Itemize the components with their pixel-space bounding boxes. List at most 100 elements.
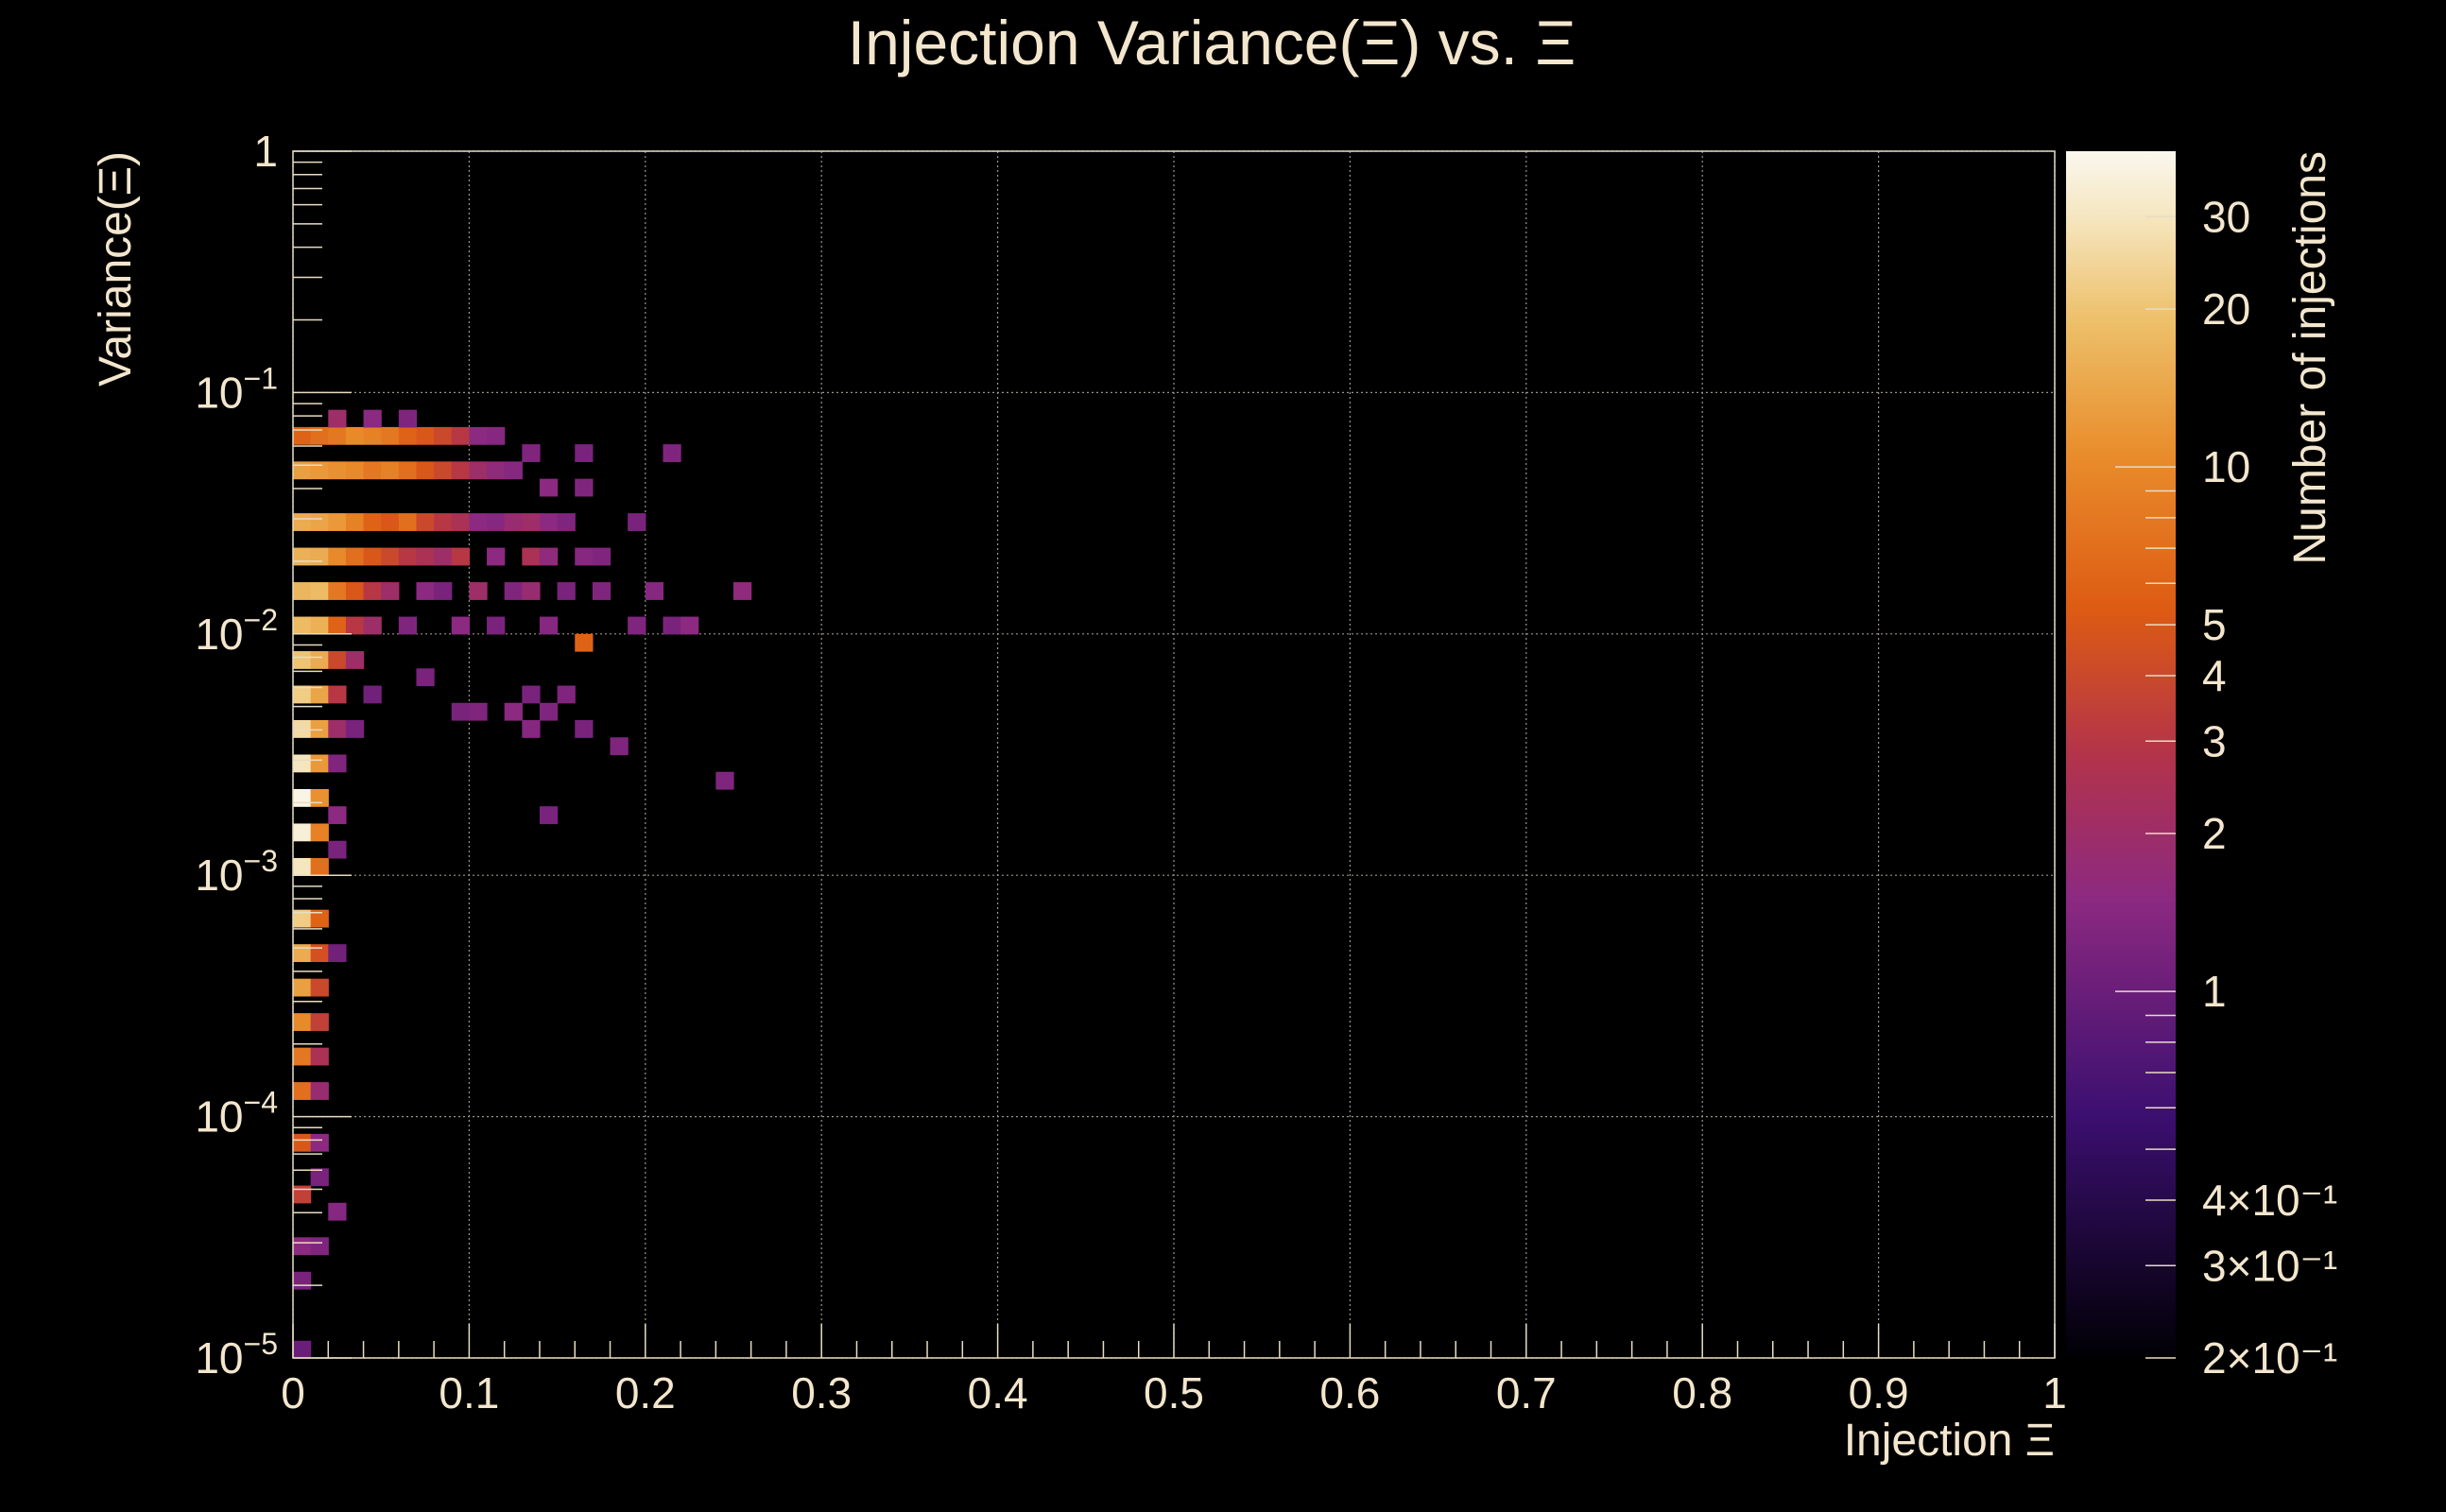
heatmap-cell	[628, 513, 646, 531]
heatmap-cell	[663, 444, 681, 462]
heatmap-cell	[398, 616, 418, 635]
heatmap-cell	[345, 547, 365, 566]
heatmap-cell	[522, 720, 541, 738]
heatmap-cell	[416, 547, 435, 566]
heatmap-cell	[345, 461, 365, 480]
heatmap-cell	[328, 944, 347, 963]
heatmap-cell	[293, 754, 312, 773]
heatmap-cell	[575, 547, 594, 566]
heatmap-cell	[610, 737, 629, 756]
heatmap-cell	[733, 582, 752, 600]
heatmap-cell	[451, 426, 470, 445]
heatmap-cell	[328, 685, 347, 704]
heatmap-cell	[310, 788, 329, 807]
heatmap-cell	[363, 547, 382, 566]
heatmap-cell	[539, 806, 559, 825]
heatmap-cell	[381, 547, 400, 566]
heatmap-cell	[293, 1047, 312, 1066]
x-tick-label: 0	[281, 1368, 305, 1418]
heatmap-cell	[310, 1082, 329, 1100]
heatmap-cell	[293, 1271, 312, 1290]
x-tick-label: 0.7	[1496, 1368, 1557, 1418]
colorbar-tick-label: 1	[2202, 967, 2227, 1016]
heatmap-cell	[504, 461, 523, 480]
heatmap-cell	[398, 547, 418, 566]
heatmap-cell	[504, 513, 523, 531]
heatmap-cell	[363, 582, 382, 600]
heatmap-cell	[293, 1013, 312, 1031]
y-tick-label: 10−5	[195, 1327, 278, 1383]
heatmap-cell	[328, 806, 347, 825]
heatmap-cell	[328, 409, 347, 428]
heatmap-cells	[293, 409, 752, 1358]
heatmap-cell	[451, 461, 470, 480]
heatmap-cell	[293, 616, 312, 635]
heatmap-cell	[680, 616, 699, 635]
heatmap-cell	[363, 426, 382, 445]
colorbar-tick-label: 4×10⁻¹	[2202, 1176, 2337, 1225]
heatmap-cell	[293, 582, 312, 600]
heatmap-cell	[293, 1133, 312, 1152]
heatmap-cell	[487, 461, 506, 480]
heatmap-cell	[293, 788, 312, 807]
heatmap-cell	[451, 702, 470, 721]
heatmap-cell	[416, 582, 435, 600]
x-tick-label: 0.9	[1849, 1368, 1909, 1418]
heatmap-cell	[575, 720, 594, 738]
colorbar-tick-label: 10	[2202, 442, 2250, 491]
heatmap-cell	[345, 720, 365, 738]
heatmap-cell	[293, 857, 312, 876]
heatmap-cell	[293, 685, 312, 704]
y-tick-label: 10−4	[195, 1086, 278, 1142]
heatmap-cell	[293, 944, 312, 963]
heatmap-cell	[328, 616, 347, 635]
heatmap-cell	[557, 513, 576, 531]
y-tick-label: 1	[253, 127, 278, 176]
heatmap-cell	[363, 513, 382, 531]
heatmap-cell	[345, 513, 365, 531]
x-tick-label: 0.5	[1144, 1368, 1204, 1418]
heatmap-cell	[469, 513, 488, 531]
heatmap-cell	[363, 685, 382, 704]
heatmap-cell	[345, 651, 365, 669]
heatmap-cell	[469, 702, 488, 721]
heatmap-cell	[398, 461, 418, 480]
heatmap-cell	[381, 513, 400, 531]
heatmap-cell	[469, 426, 488, 445]
heatmap-cell	[575, 478, 594, 497]
heatmap-cell	[310, 513, 329, 531]
heatmap-cell	[328, 426, 347, 445]
heatmap-cell	[539, 513, 559, 531]
grid-lines	[292, 150, 2056, 1359]
heatmap-cell	[381, 461, 400, 480]
y-axis-ticks: 1 10−1 10−2 10−3 10−4 10−5	[195, 127, 352, 1383]
heatmap-cell	[345, 426, 365, 445]
x-axis-ticks: 0 0.1 0.2 0.3 0.4 0.5 0.6 0.7 0.8 0.9 1	[281, 1324, 2067, 1418]
heatmap-cell	[310, 944, 329, 963]
heatmap-cell	[310, 685, 329, 704]
heatmap-cell	[434, 461, 453, 480]
y-axis-label: Variance(Ξ)	[91, 151, 141, 387]
heatmap-cell	[398, 426, 418, 445]
heatmap-cell	[416, 668, 435, 687]
heatmap-cell	[522, 513, 541, 531]
heatmap-cell	[363, 461, 382, 480]
heatmap-cell	[381, 582, 400, 600]
heatmap-cell	[310, 857, 329, 876]
heatmap-cell	[310, 1133, 329, 1152]
y-tick-label: 10−3	[195, 844, 278, 900]
heatmap-cell	[328, 513, 347, 531]
heatmap-cell	[487, 547, 506, 566]
colorbar-tick-label: 30	[2202, 192, 2250, 241]
heatmap-cell	[293, 547, 312, 566]
x-tick-label: 0.2	[615, 1368, 676, 1418]
colorbar-tick-label: 20	[2202, 284, 2250, 334]
heatmap-cell	[557, 582, 576, 600]
heatmap-cell	[487, 426, 506, 445]
heatmap-cell	[363, 409, 382, 428]
heatmap-cell	[522, 582, 541, 600]
heatmap-cell	[310, 823, 329, 842]
heatmap-cell	[504, 582, 523, 600]
heatmap-cell	[293, 1185, 312, 1204]
heatmap-cell	[487, 616, 506, 635]
